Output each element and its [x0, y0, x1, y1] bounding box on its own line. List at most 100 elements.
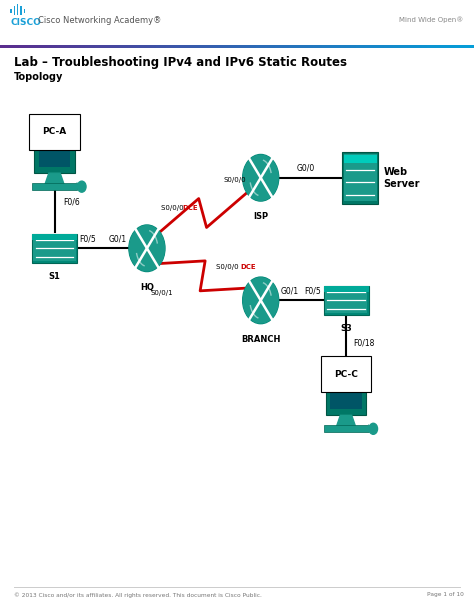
- Bar: [237, 45, 242, 48]
- Bar: [408, 45, 412, 48]
- Bar: [81, 45, 85, 48]
- Bar: [142, 45, 147, 48]
- Circle shape: [129, 226, 164, 271]
- FancyBboxPatch shape: [0, 0, 474, 45]
- FancyBboxPatch shape: [32, 234, 77, 240]
- Text: DCE: DCE: [241, 264, 256, 270]
- Bar: [190, 45, 194, 48]
- Bar: [47, 45, 52, 48]
- Bar: [242, 45, 246, 48]
- Bar: [109, 45, 114, 48]
- Bar: [209, 45, 213, 48]
- Bar: [19, 45, 24, 48]
- Bar: [9, 45, 14, 48]
- Bar: [57, 45, 62, 48]
- FancyBboxPatch shape: [330, 385, 362, 409]
- Bar: [133, 45, 137, 48]
- FancyBboxPatch shape: [323, 425, 368, 433]
- Bar: [299, 45, 303, 48]
- Bar: [446, 45, 450, 48]
- Bar: [137, 45, 142, 48]
- Circle shape: [243, 154, 279, 201]
- Text: Topology: Topology: [14, 72, 64, 82]
- Bar: [346, 45, 351, 48]
- Bar: [38, 45, 43, 48]
- Bar: [370, 45, 374, 48]
- Bar: [270, 45, 275, 48]
- Text: S3: S3: [340, 324, 352, 333]
- Bar: [284, 45, 289, 48]
- Text: PC-A: PC-A: [42, 128, 67, 137]
- Polygon shape: [45, 173, 64, 184]
- Bar: [62, 45, 66, 48]
- Text: Lab – Troubleshooting IPv4 and IPv6 Static Routes: Lab – Troubleshooting IPv4 and IPv6 Stat…: [14, 56, 347, 69]
- Bar: [261, 45, 265, 48]
- Bar: [185, 45, 190, 48]
- Bar: [5, 45, 9, 48]
- Bar: [337, 45, 341, 48]
- Bar: [469, 45, 474, 48]
- FancyBboxPatch shape: [34, 139, 75, 173]
- Text: PC-C: PC-C: [334, 370, 358, 378]
- Polygon shape: [337, 416, 356, 427]
- Bar: [85, 45, 90, 48]
- Bar: [118, 45, 123, 48]
- Bar: [156, 45, 161, 48]
- Bar: [71, 45, 76, 48]
- Text: S0/0/1: S0/0/1: [151, 290, 173, 296]
- FancyBboxPatch shape: [39, 143, 70, 167]
- FancyBboxPatch shape: [326, 381, 366, 416]
- FancyBboxPatch shape: [344, 156, 376, 162]
- Bar: [0, 45, 5, 48]
- Bar: [332, 45, 337, 48]
- FancyBboxPatch shape: [342, 152, 378, 204]
- Bar: [403, 45, 408, 48]
- Text: S1: S1: [48, 272, 61, 281]
- Bar: [360, 45, 365, 48]
- Bar: [379, 45, 384, 48]
- FancyBboxPatch shape: [10, 9, 12, 13]
- FancyBboxPatch shape: [24, 9, 25, 13]
- Bar: [232, 45, 237, 48]
- Bar: [199, 45, 204, 48]
- Text: © 2013 Cisco and/or its affiliates. All rights reserved. This document is Cisco : © 2013 Cisco and/or its affiliates. All …: [14, 592, 262, 598]
- Bar: [251, 45, 256, 48]
- Bar: [161, 45, 166, 48]
- Bar: [365, 45, 370, 48]
- Bar: [180, 45, 185, 48]
- Bar: [123, 45, 128, 48]
- FancyBboxPatch shape: [325, 288, 367, 313]
- Text: S0/0/0: S0/0/0: [224, 177, 246, 183]
- FancyBboxPatch shape: [327, 384, 336, 387]
- Text: Page 1 of 10: Page 1 of 10: [427, 592, 464, 597]
- Circle shape: [243, 278, 278, 323]
- Bar: [460, 45, 465, 48]
- Bar: [171, 45, 175, 48]
- FancyBboxPatch shape: [33, 236, 75, 261]
- Bar: [218, 45, 223, 48]
- Bar: [455, 45, 460, 48]
- Bar: [246, 45, 251, 48]
- FancyBboxPatch shape: [17, 4, 18, 15]
- FancyBboxPatch shape: [323, 286, 368, 315]
- Text: Web
Server: Web Server: [383, 167, 420, 189]
- Text: G0/1: G0/1: [109, 234, 127, 243]
- Bar: [43, 45, 47, 48]
- Circle shape: [77, 181, 86, 192]
- Text: DCE: DCE: [182, 205, 198, 211]
- Bar: [318, 45, 322, 48]
- Circle shape: [243, 155, 278, 200]
- Bar: [356, 45, 360, 48]
- Bar: [95, 45, 100, 48]
- Bar: [24, 45, 28, 48]
- Bar: [441, 45, 446, 48]
- FancyBboxPatch shape: [32, 234, 77, 263]
- Circle shape: [243, 277, 279, 324]
- Bar: [322, 45, 327, 48]
- Bar: [128, 45, 133, 48]
- Bar: [341, 45, 346, 48]
- Bar: [436, 45, 441, 48]
- Bar: [265, 45, 270, 48]
- Bar: [275, 45, 280, 48]
- Text: BRANCH: BRANCH: [241, 335, 281, 344]
